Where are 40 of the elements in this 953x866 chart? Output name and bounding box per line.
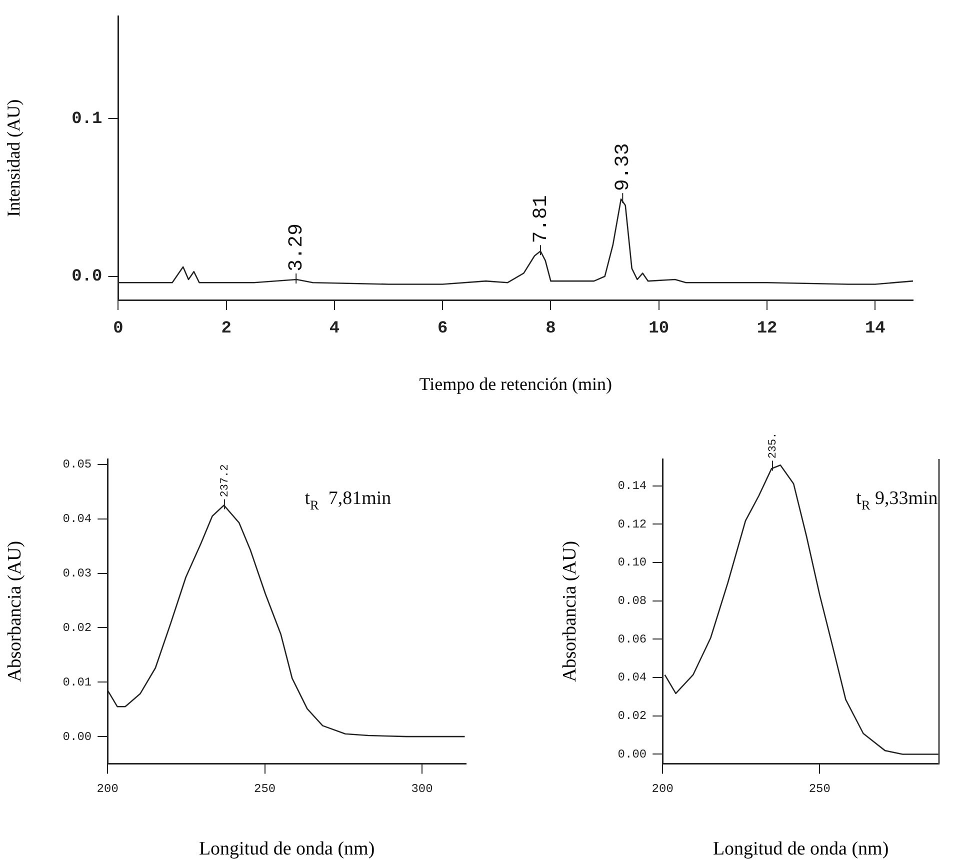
x-tick-label: 10 [648,319,670,338]
x-axis-title: Tiempo de retención (min) [419,374,612,394]
x-tick-label: 200 [652,782,674,796]
y-tick-label: 0.04 [618,670,647,685]
x-axis-title: Longitud de onda (nm) [198,838,375,860]
y-tick-label: 0.00 [618,747,647,762]
y-axis-title: Absorbancia (AU) [559,540,580,682]
y-tick-label: 0.0 [72,268,102,287]
y-tick-label: 0.01 [62,675,92,690]
y-tick-label: 0.08 [618,594,647,608]
y-tick-label: 0.00 [62,730,92,744]
x-tick-label: 250 [808,782,830,796]
x-tick-label: 2 [221,319,232,338]
y-tick-label: 0.1 [72,110,102,129]
annotation: 235. [767,432,780,459]
y-tick-label: 0.03 [62,566,92,580]
y-tick-label: 0.02 [62,620,92,635]
y-axis-title: Absorbancia (AU) [4,540,26,682]
annotation: 7.81 [530,195,553,244]
y-tick-label: 0.06 [618,632,647,646]
annotation: 237.2 [219,464,232,498]
x-tick-label: 14 [864,319,886,338]
x-tick-label: 300 [411,782,433,796]
y-tick-label: 0.05 [62,458,92,472]
x-axis-title: Longitud de onda (nm) [712,838,889,860]
x-tick-label: 200 [96,782,118,796]
y-tick-label: 0.10 [618,556,647,570]
y-tick-label: 0.04 [62,512,92,526]
y-axis-title: Intensidad (AU) [4,99,24,217]
x-tick-label: 12 [756,319,778,338]
x-tick-label: 4 [329,319,340,338]
y-tick-label: 0.02 [618,709,647,724]
x-tick-label: 0 [113,319,124,338]
y-tick-label: 0.14 [618,479,647,494]
x-tick-label: 8 [546,319,556,338]
y-tick-label: 0.12 [618,517,647,532]
x-tick-label: 6 [438,319,448,338]
annotation: 9.33 [612,143,635,192]
annotation: 3.29 [285,223,308,272]
x-tick-label: 250 [254,782,276,796]
